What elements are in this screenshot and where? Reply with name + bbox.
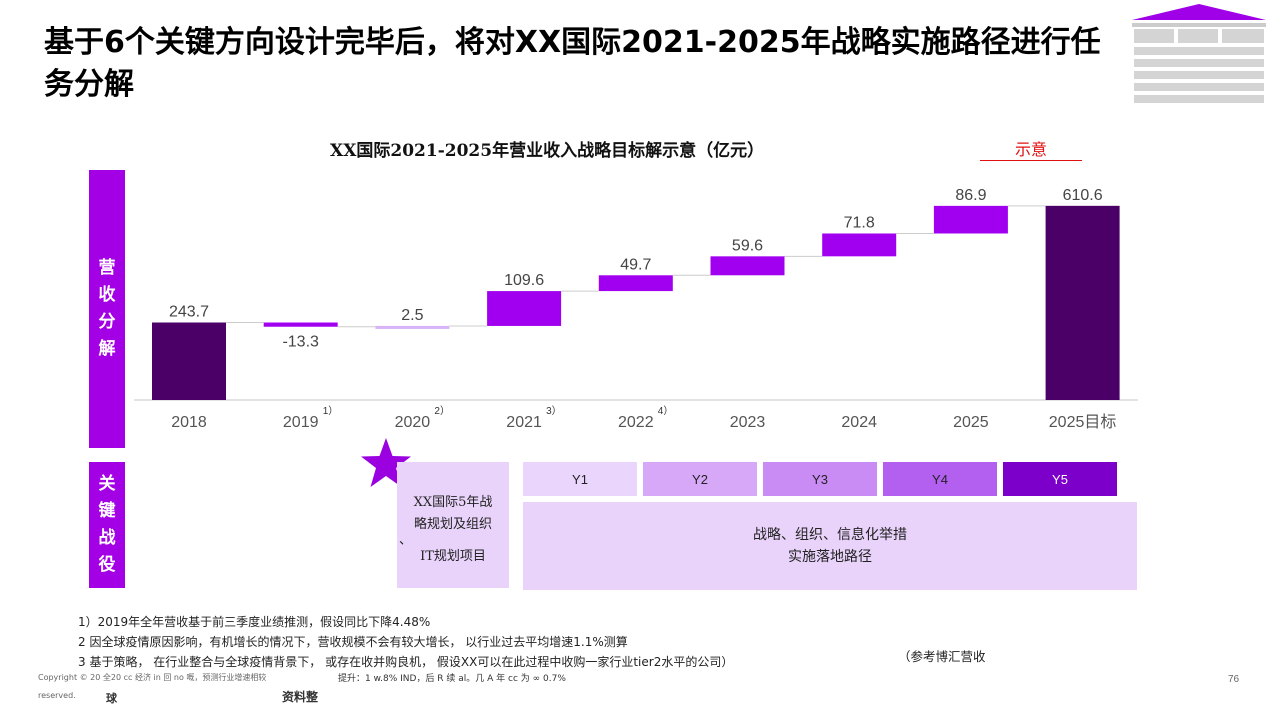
- category-label-2018: 2018: [171, 414, 207, 431]
- footnote-fragment: 提升：1 w.8% IND，后 R 续 al。几 A 年 cc 为 ∞ 0.7%: [338, 674, 566, 684]
- revenue-breakdown-label: 营收分解: [89, 170, 125, 448]
- value-label-2022: 49.7: [620, 256, 651, 273]
- value-label-2020: 2.5: [401, 307, 423, 324]
- category-label-2025: 2025: [953, 414, 989, 431]
- value-label-2021: 109.6: [504, 272, 544, 289]
- project-line-3: 、: [399, 533, 413, 548]
- footnote-2: 2 因全球疫情原因影响，有机增长的情况下，营收规模不会有较大增长， 以行业过去平…: [78, 635, 628, 649]
- footnote-marker-2022: 4）: [658, 405, 674, 417]
- category-label-2022: 2022: [618, 414, 654, 431]
- bar-2020: [375, 325, 450, 329]
- bar-2023: [710, 256, 785, 276]
- revenue-breakdown-text: 营收分解: [98, 258, 116, 359]
- value-label-2018: 243.7: [169, 304, 209, 321]
- project-line-2: 略规划及组织: [413, 517, 492, 532]
- year-box-Y2: Y2: [643, 462, 757, 496]
- category-label-2023: 2023: [730, 414, 766, 431]
- category-label-2019: 2019: [283, 414, 319, 431]
- footnote-3: 3 基于策略， 在行业整合与全球疫情背景下， 或存在收并购良机， 假设XX可以在…: [78, 655, 734, 669]
- category-label-2024: 2024: [841, 414, 877, 431]
- footnote-marker-2019: 1）: [323, 405, 339, 417]
- year-box-Y3: Y3: [763, 462, 877, 496]
- reference-note: （参考博汇营收: [898, 649, 986, 664]
- category-label-2025目标: 2025目标: [1049, 413, 1117, 431]
- copyright-text: Copyright © 20 全20 cc 经济 in 回 no 嘅，预测行业增…: [38, 673, 267, 682]
- implementation-box: 战略、组织、信息化举措 实施落地路径: [523, 502, 1137, 590]
- bar-2025: [933, 205, 1008, 234]
- project-line-4: IT规划项目: [420, 549, 486, 564]
- bar-2025目标: [1045, 205, 1120, 400]
- value-label-2019: -13.3: [282, 334, 319, 351]
- planning-project-box: XX国际5年战 略规划及组织 、 IT规划项目: [397, 462, 509, 588]
- bar-2021: [487, 291, 562, 326]
- value-label-2023: 59.6: [732, 237, 763, 254]
- project-line-1: XX国际5年战: [413, 495, 493, 510]
- footnote-marker-2020: 2）: [434, 405, 450, 417]
- chart-title: XX国际2021-2025年营业收入战略目标解示意（亿元）: [330, 141, 765, 161]
- impl-line-2: 实施落地路径: [788, 549, 872, 565]
- page-title: 基于6个关键方向设计完毕后，将对XX国际2021-2025年战略实施路径进行任务…: [44, 25, 1101, 102]
- impl-line-1: 战略、组织、信息化举措: [753, 527, 907, 543]
- year-box-Y1: Y1: [523, 462, 637, 496]
- page-number: 76: [1228, 674, 1240, 685]
- bar-2022: [598, 275, 673, 292]
- star-icon: [361, 438, 411, 487]
- footnote-marker-2021: 3）: [546, 405, 562, 417]
- bar-2019: [263, 322, 338, 327]
- year-box-Y5: Y5: [1003, 462, 1117, 496]
- bar-2024: [822, 233, 897, 257]
- footnote-fragment-b: 资料整: [282, 690, 319, 704]
- footnotes: 1）2019年全年营收基于前三季度业绩推测，假设同比下降4.48% 2 因全球疫…: [78, 612, 1038, 672]
- reserved-text: reserved.: [38, 691, 76, 700]
- key-campaign-text: 关键战役: [98, 474, 116, 575]
- illustrative-label: 示意: [980, 136, 1082, 161]
- category-label-2020: 2020: [395, 414, 431, 431]
- value-label-2025目标: 610.6: [1063, 187, 1103, 204]
- category-label-2021: 2021: [506, 414, 542, 431]
- value-label-2025: 86.9: [955, 187, 986, 204]
- company-logo: [1132, 4, 1266, 103]
- value-label-2024: 71.8: [844, 214, 875, 231]
- footnote-fragment-a: 球: [106, 692, 117, 705]
- key-campaign-label: 关键战役: [89, 462, 125, 588]
- footnote-1: 1）2019年全年营收基于前三季度业绩推测，假设同比下降4.48%: [78, 615, 431, 629]
- year-box-Y4: Y4: [883, 462, 997, 496]
- bar-2018: [152, 322, 226, 400]
